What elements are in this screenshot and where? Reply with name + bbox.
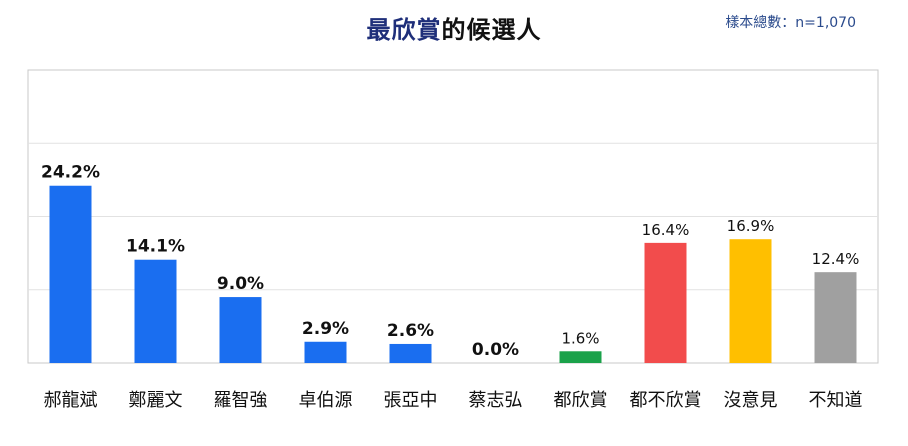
value-label-1: 14.1% (126, 237, 185, 257)
bar-0 (49, 185, 92, 363)
category-label-6: 都欣賞 (554, 390, 608, 411)
value-label-3: 2.9% (302, 319, 349, 339)
bar-6 (559, 351, 602, 363)
bar-7 (644, 242, 687, 363)
title-highlight: 最欣賞 (366, 16, 442, 44)
category-label-2: 羅智強 (214, 390, 268, 411)
value-label-4: 2.6% (387, 321, 434, 341)
category-label-4: 張亞中 (384, 390, 438, 411)
category-label-9: 不知道 (809, 390, 863, 411)
value-label-8: 16.9% (727, 217, 775, 235)
category-label-8: 沒意見 (724, 390, 778, 411)
bar-8 (729, 239, 772, 363)
bar-1 (134, 259, 177, 363)
category-label-5: 蔡志弘 (469, 390, 523, 411)
value-label-6: 1.6% (561, 329, 599, 347)
chart-title: 最欣賞的候選人 (0, 10, 908, 45)
value-labels: 24.2% 14.1% 9.0% 2.9% 2.6% 0.0% 1.6% 16.4% 16.9%… (41, 163, 859, 360)
value-label-2: 9.0% (217, 274, 264, 294)
bar-9 (814, 272, 857, 363)
category-labels: 郝龍斌 鄭麗文 羅智強 卓伯源 張亞中 蔡志弘 都欣賞 都不欣賞 沒意見 不知道 (44, 390, 863, 411)
bars (49, 185, 857, 363)
category-label-7: 都不欣賞 (630, 390, 702, 411)
value-label-5: 0.0% (472, 340, 519, 360)
value-label-9: 12.4% (812, 250, 860, 268)
bar-3 (304, 341, 347, 363)
sample-size-label: 樣本總數：n=1,070 (725, 15, 856, 31)
bar-4 (389, 343, 432, 363)
value-label-7: 16.4% (642, 221, 690, 239)
bar-2 (219, 297, 262, 363)
title-rest: 的候選人 (441, 16, 542, 44)
category-label-1: 鄭麗文 (129, 390, 183, 411)
category-label-3: 卓伯源 (299, 390, 353, 411)
category-label-0: 郝龍斌 (44, 390, 98, 411)
value-label-0: 24.2% (41, 163, 100, 183)
